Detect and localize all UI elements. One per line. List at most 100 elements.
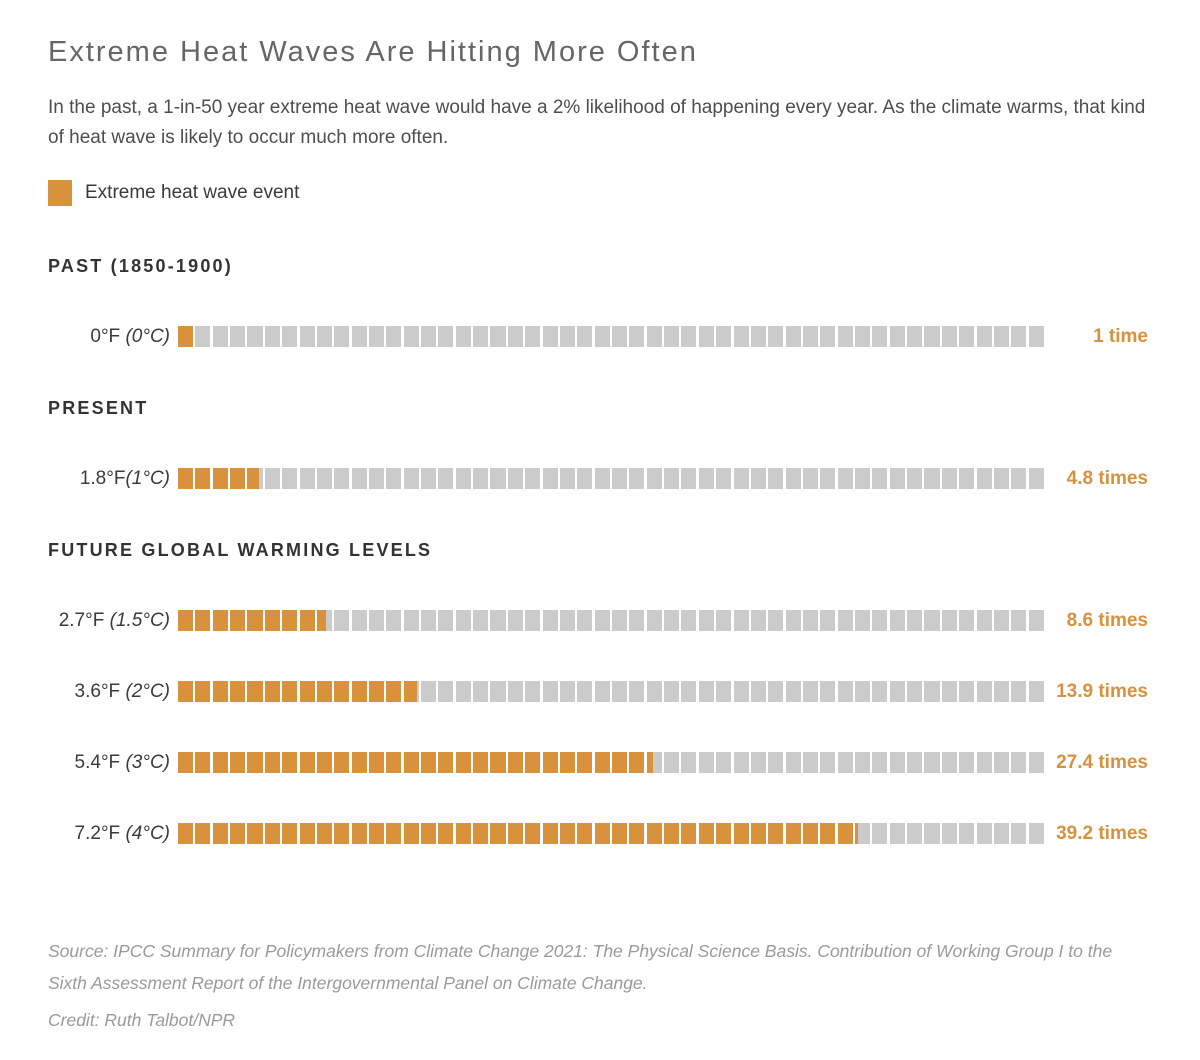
bar-cell <box>855 752 871 774</box>
bar-cell <box>837 823 853 845</box>
bar-cell-fill <box>681 823 697 845</box>
bar-cell <box>247 681 263 703</box>
bar-cell <box>490 468 506 490</box>
row-temperature-label: 7.2°F (4°C) <box>48 823 170 845</box>
bar-cell <box>264 610 280 632</box>
bar-cell <box>247 326 263 348</box>
bar-cell-fill <box>438 752 454 774</box>
bar-cell <box>768 326 784 348</box>
bar-cell-fill <box>299 752 315 774</box>
bar-cell <box>698 681 714 703</box>
bar-cell <box>264 823 280 845</box>
bar-cell <box>611 752 628 774</box>
bar-cell-fill <box>212 823 228 845</box>
bar-cell <box>212 823 228 845</box>
bar-cell <box>976 681 992 703</box>
bar-cell-fill <box>195 681 211 703</box>
bar-cell <box>230 681 246 703</box>
bar-cell-fill <box>507 752 523 774</box>
bar-cell <box>889 610 905 632</box>
bar-cell <box>178 823 194 845</box>
bar-cell <box>195 468 211 490</box>
bar-cell <box>386 326 402 348</box>
bar-cell <box>455 752 471 774</box>
bar-cell-fill <box>247 468 260 490</box>
bar-cell-fill <box>559 823 575 845</box>
bar-cell <box>507 823 523 845</box>
bar-cell <box>455 823 471 845</box>
bar-cell <box>802 326 818 348</box>
bar-cell <box>542 823 558 845</box>
legend: Extreme heat wave event <box>48 179 1152 206</box>
bar-cell <box>542 752 558 774</box>
bar-cell <box>542 681 558 703</box>
row-label-fahrenheit: 7.2°F <box>74 822 126 844</box>
bar-cell <box>802 610 818 632</box>
bar-cell <box>785 610 801 632</box>
bar-cell <box>178 610 194 632</box>
bar-cell <box>907 681 923 703</box>
bar-cell-fill <box>559 752 575 774</box>
bar-cell-fill <box>455 823 471 845</box>
bar-cell-fill <box>403 681 418 703</box>
legend-label: Extreme heat wave event <box>85 181 300 203</box>
bar-cell-fill <box>316 610 326 632</box>
bar-cell <box>594 610 610 632</box>
bar-cell <box>837 326 853 348</box>
bar-cell-fill <box>820 823 836 845</box>
bar-cell-fill <box>316 681 332 703</box>
bar-cell-fill <box>264 610 280 632</box>
bar-cell <box>837 752 853 774</box>
bar-cell <box>507 681 523 703</box>
bar-cell <box>195 681 211 703</box>
bar-cell-fill <box>178 752 194 774</box>
bar-cell-fill <box>230 610 246 632</box>
bar-cell <box>351 681 367 703</box>
bar-cell <box>681 823 697 845</box>
bar-cell <box>924 610 940 632</box>
bar-cell <box>455 326 471 348</box>
bar-cell <box>976 468 992 490</box>
bar-cell-fill <box>577 823 593 845</box>
bar-cell <box>230 610 246 632</box>
bar-cell <box>629 326 645 348</box>
bar-cell <box>368 326 385 348</box>
bar-cell-fill <box>629 823 645 845</box>
row-label-celsius: (1°C) <box>125 467 170 489</box>
bar-cell <box>820 610 836 632</box>
bar-cell <box>872 752 888 774</box>
bar-cell <box>872 610 888 632</box>
bar-cell <box>611 468 628 490</box>
bar-cell-fill <box>334 752 350 774</box>
bar-cell <box>993 468 1009 490</box>
bar-cell-fill <box>629 752 645 774</box>
bar-cell <box>264 468 280 490</box>
bar-cell <box>473 823 489 845</box>
bar-cell <box>750 823 766 845</box>
bar-cell <box>1011 752 1027 774</box>
bar-cell <box>924 752 940 774</box>
bar-cell <box>802 823 818 845</box>
bar-cell <box>316 752 332 774</box>
waffle-bar <box>178 823 1044 845</box>
bar-cell <box>299 823 315 845</box>
bar-cell <box>907 752 923 774</box>
bar-cell-fill <box>230 681 246 703</box>
bar-cell <box>212 752 228 774</box>
bar-cell <box>594 468 610 490</box>
page-title: Extreme Heat Waves Are Hitting More Ofte… <box>48 36 698 68</box>
bar-cell <box>455 610 471 632</box>
bar-cell <box>646 681 662 703</box>
bar-cell <box>559 681 575 703</box>
bar-cell-fill <box>230 752 246 774</box>
row-temperature-label: 5.4°F (3°C) <box>48 752 170 774</box>
bar-cell <box>855 610 871 632</box>
bar-cell <box>698 823 714 845</box>
bar-cell <box>403 752 419 774</box>
bar-cell <box>247 610 263 632</box>
bar-cell <box>264 326 280 348</box>
bar-cell <box>507 326 523 348</box>
bar-cell <box>993 681 1009 703</box>
bar-cell <box>907 610 923 632</box>
section-header: PAST (1850-1900) <box>48 255 233 276</box>
